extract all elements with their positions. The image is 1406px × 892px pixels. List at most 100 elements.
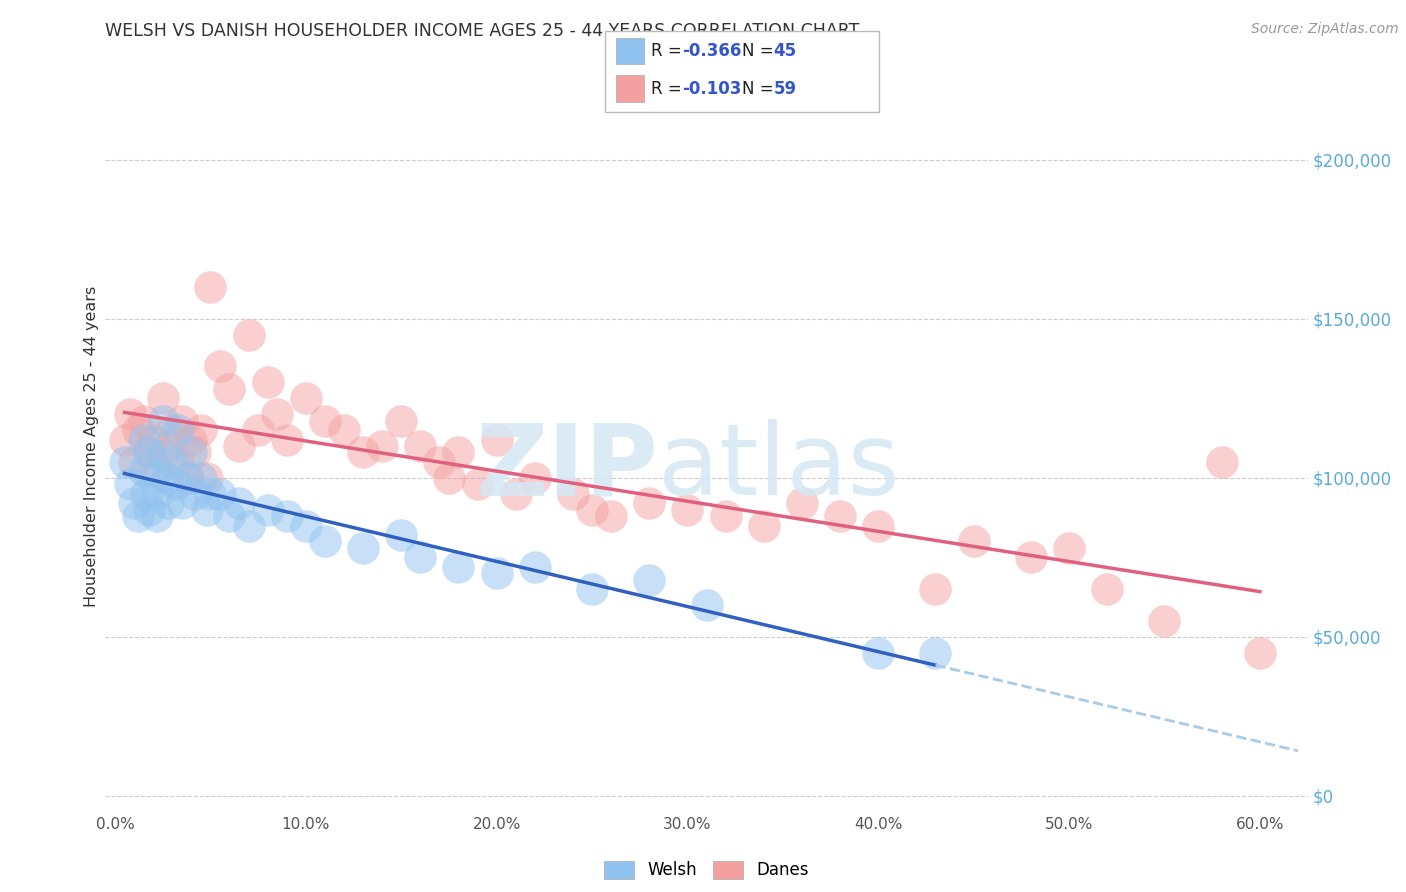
Point (190, 423, 212, 437)
Point (122, 496, 145, 510)
Point (676, 502, 699, 516)
Point (162, 423, 183, 437)
Point (114, 455, 136, 469)
Point (142, 433, 165, 447)
Point (146, 486, 169, 500)
Point (868, 518, 890, 533)
Point (122, 455, 145, 469)
Point (352, 541, 374, 555)
Point (828, 508, 851, 523)
Point (176, 471, 198, 485)
Point (256, 502, 278, 516)
Point (256, 376, 278, 390)
Point (228, 439, 250, 453)
Point (868, 646, 890, 660)
Point (152, 392, 174, 406)
Point (180, 445, 202, 459)
Point (1019, 550, 1042, 565)
Point (523, 471, 546, 485)
Point (1097, 582, 1119, 596)
Point (352, 445, 374, 459)
Point (962, 534, 984, 549)
Point (714, 508, 737, 523)
Point (924, 582, 946, 596)
Point (276, 508, 298, 523)
Point (152, 449, 174, 463)
Text: Source: ZipAtlas.com: Source: ZipAtlas.com (1251, 22, 1399, 37)
Point (138, 445, 160, 459)
Point (638, 573, 661, 587)
Point (157, 439, 180, 453)
Point (561, 486, 585, 500)
Point (170, 496, 193, 510)
Point (600, 508, 623, 523)
Point (295, 392, 318, 406)
Text: ZIP: ZIP (475, 419, 658, 516)
Text: atlas: atlas (658, 419, 900, 516)
Point (333, 423, 356, 437)
Text: 45: 45 (773, 42, 796, 60)
Point (218, 508, 240, 523)
Point (190, 471, 212, 485)
Point (152, 413, 174, 427)
Point (523, 559, 546, 574)
Point (409, 439, 432, 453)
Point (1249, 646, 1271, 660)
Point (195, 471, 218, 485)
Point (195, 502, 218, 516)
Point (132, 465, 155, 479)
Point (427, 455, 450, 469)
Point (120, 407, 142, 421)
Legend: Welsh, Danes: Welsh, Danes (596, 852, 817, 888)
Point (314, 534, 336, 549)
Point (790, 496, 813, 510)
Point (127, 423, 149, 437)
Point (752, 518, 775, 533)
Point (924, 646, 946, 660)
Y-axis label: Householder Income Ages 25 - 44 years: Householder Income Ages 25 - 44 years (83, 285, 98, 607)
Point (208, 359, 231, 374)
Point (146, 465, 169, 479)
Point (146, 508, 169, 523)
Point (176, 471, 198, 485)
Point (162, 455, 183, 469)
Point (505, 486, 527, 500)
Point (485, 433, 508, 447)
Point (167, 455, 190, 469)
Text: N =: N = (742, 79, 779, 98)
Point (184, 486, 207, 500)
Point (695, 598, 717, 612)
Point (295, 518, 318, 533)
Point (157, 496, 180, 510)
Point (200, 280, 222, 294)
Point (135, 486, 157, 500)
Point (138, 502, 160, 516)
Point (238, 518, 260, 533)
Point (184, 445, 207, 459)
Point (409, 550, 432, 565)
Point (170, 413, 193, 427)
Point (132, 413, 155, 427)
Point (1153, 614, 1175, 628)
Point (266, 407, 288, 421)
Point (247, 423, 270, 437)
Point (485, 566, 508, 581)
Point (1211, 455, 1233, 469)
Text: WELSH VS DANISH HOUSEHOLDER INCOME AGES 25 - 44 YEARS CORRELATION CHART: WELSH VS DANISH HOUSEHOLDER INCOME AGES … (105, 22, 860, 40)
Point (467, 477, 489, 491)
Point (389, 528, 412, 542)
Text: -0.103: -0.103 (682, 79, 741, 98)
Point (167, 423, 190, 437)
Point (132, 433, 155, 447)
Text: N =: N = (742, 42, 779, 60)
Point (1057, 541, 1080, 555)
Point (208, 486, 231, 500)
Point (127, 508, 149, 523)
Point (120, 477, 142, 491)
Point (371, 439, 394, 453)
Text: R =: R = (651, 79, 688, 98)
Point (447, 559, 470, 574)
Point (165, 477, 187, 491)
Point (155, 471, 177, 485)
Point (142, 471, 165, 485)
